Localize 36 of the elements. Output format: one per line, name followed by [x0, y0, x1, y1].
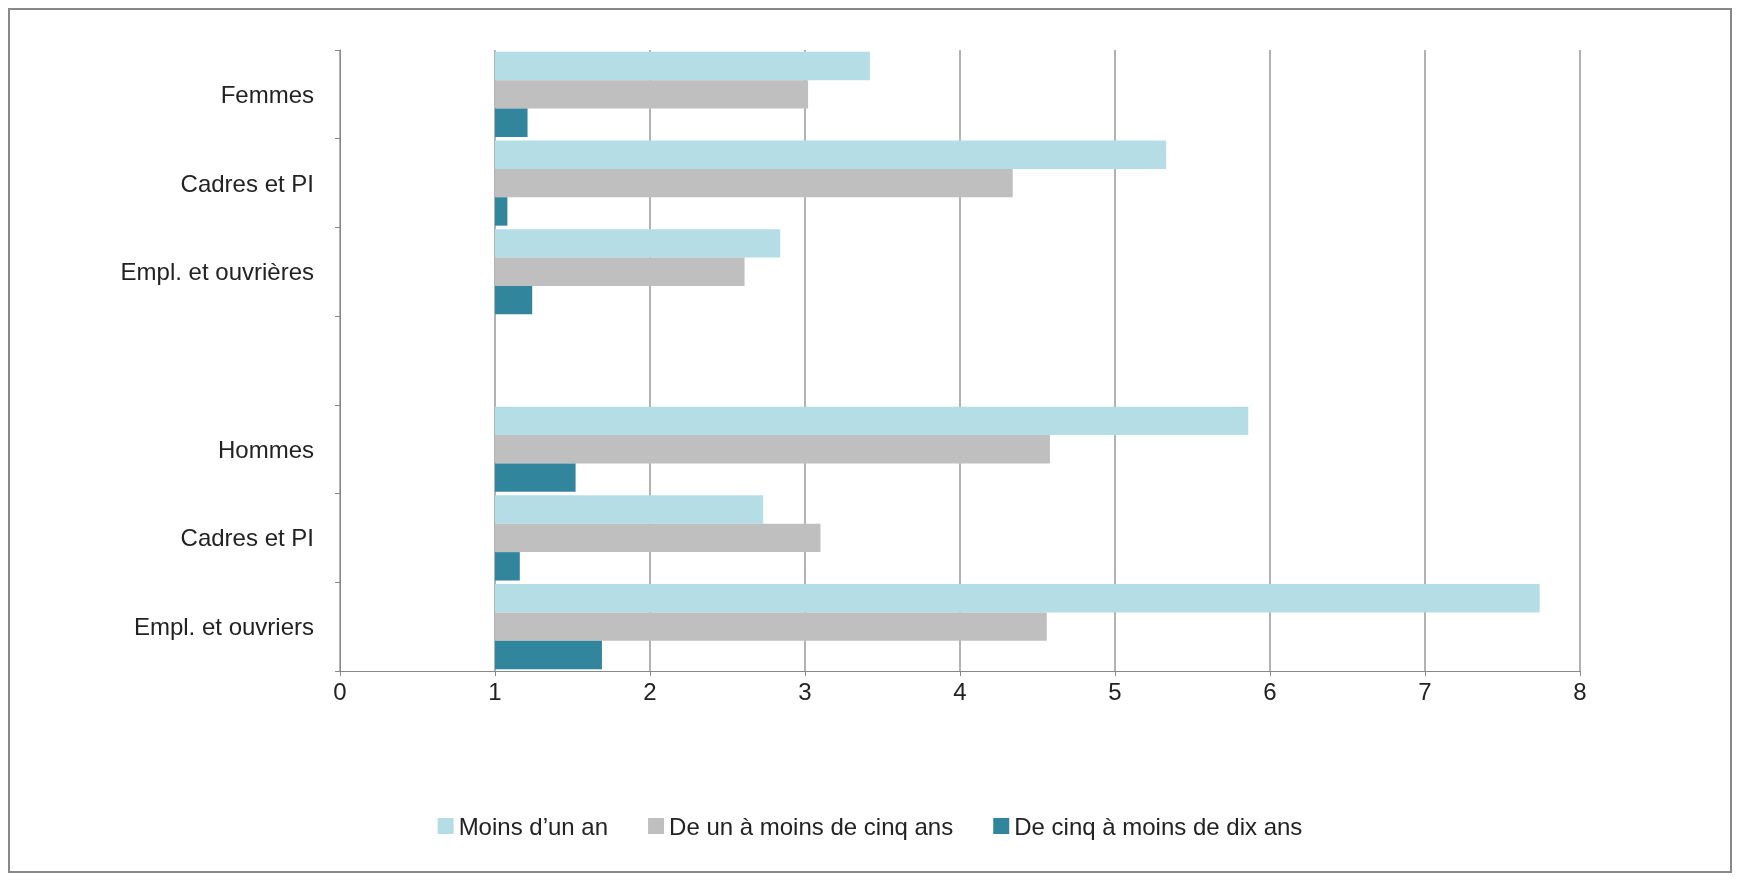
bar — [495, 140, 1167, 169]
x-tick-label: 8 — [1573, 677, 1587, 705]
bar — [495, 640, 602, 670]
bar — [495, 80, 809, 109]
bar — [495, 612, 1047, 641]
y-tick-label: Empl. et ouvriers — [133, 613, 314, 641]
bar — [495, 463, 576, 492]
x-tick-label: 0 — [333, 677, 347, 705]
legend-label: Moins d’un an — [458, 812, 609, 840]
x-tick-label: 2 — [643, 677, 657, 705]
y-tick-label: Hommes — [217, 435, 314, 463]
y-tick-label: Empl. et ouvrières — [120, 258, 314, 286]
y-tick-label: Femmes — [220, 80, 314, 108]
bar — [495, 523, 821, 553]
bar — [495, 495, 764, 524]
x-tick-label: 3 — [798, 677, 812, 705]
bar — [495, 51, 871, 81]
x-tick-label: 1 — [488, 677, 502, 705]
y-tick-label: Cadres et PI — [180, 169, 314, 197]
bar — [495, 229, 781, 258]
bar — [495, 108, 528, 137]
bar — [495, 552, 520, 581]
bar — [495, 406, 1249, 436]
bar — [495, 435, 1050, 464]
legend-label: De un à moins de cinq ans — [669, 812, 954, 840]
bar — [495, 285, 533, 315]
bar — [495, 168, 1013, 198]
bar — [495, 197, 508, 226]
bar — [495, 257, 745, 286]
x-tick-label: 5 — [1108, 677, 1122, 705]
x-tick-label: 6 — [1263, 677, 1277, 705]
bar — [495, 584, 1540, 613]
y-tick-label: Cadres et PI — [180, 524, 314, 552]
x-tick-label: 4 — [953, 677, 967, 705]
x-tick-label: 7 — [1418, 677, 1432, 705]
legend-label: De cinq à moins de dix ans — [1014, 812, 1303, 840]
